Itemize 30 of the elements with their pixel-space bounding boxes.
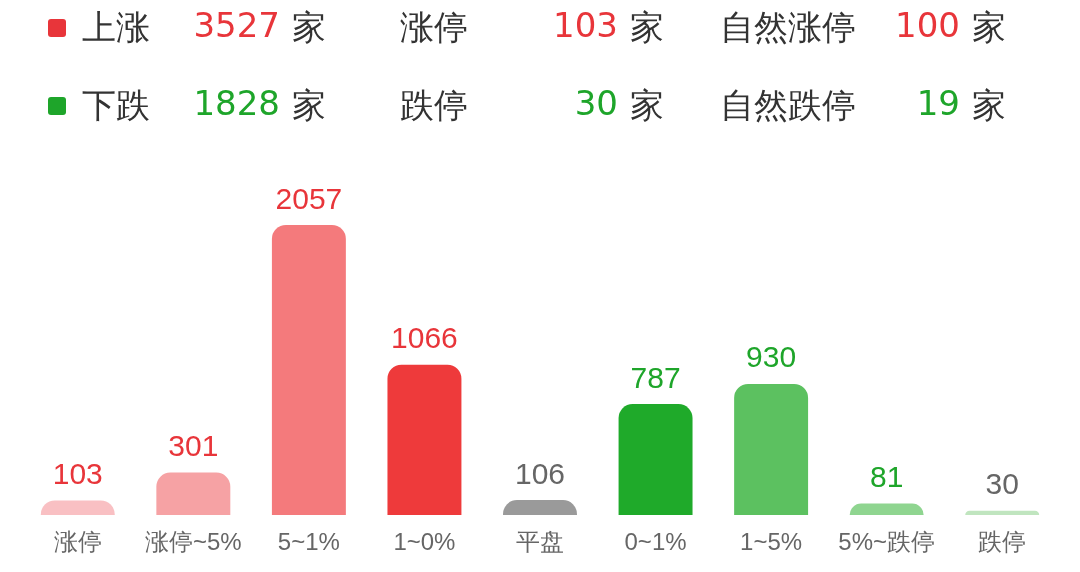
x-tick-label: 平盘 [516,527,564,555]
text: 自然跌停 19 家 [720,83,1006,125]
x-tick-label: 涨停~5% [144,527,242,555]
text: 下跌 1828 家 [82,83,326,125]
bar [271,225,346,515]
x-tick-label: 涨停 [53,527,102,555]
data-label: 301 [168,429,219,463]
text: 上涨 3527 家 [82,5,326,47]
text: 跌停 30 家 [400,83,664,125]
text: 涨停 103 家 [400,5,664,47]
x-tick-label: 5%~跌停 [838,527,936,555]
data-label: 81 [869,460,904,494]
data-label: 930 [746,340,797,374]
bar [965,510,1040,515]
bar [734,383,809,515]
x-tick-label: 1~0% [393,527,456,555]
data-label: 106 [514,456,566,490]
data-label: 103 [52,456,103,490]
text: 自然涨停 100 家 [720,5,1006,49]
x-tick-label: 0~1% [624,527,687,555]
data-label: 1066 [391,321,458,355]
x-tick-label: 1~5% [740,527,803,555]
data-label: 787 [630,360,681,394]
x-tick-label: 跌停 [978,527,1027,555]
bar [618,404,693,515]
data-label: 2057 [275,181,343,215]
x-tick-label: 5~1% [277,527,340,555]
bar [156,472,231,515]
data-label: 30 [985,467,1019,501]
bar [387,364,462,515]
